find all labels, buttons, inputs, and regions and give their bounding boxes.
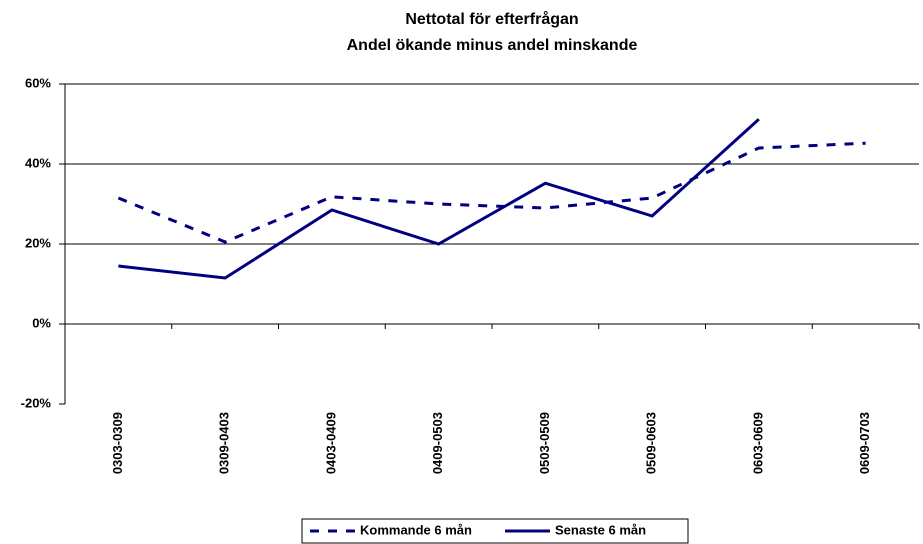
y-tick-label: 60% xyxy=(25,75,51,90)
legend-label: Kommande 6 mån xyxy=(360,522,472,537)
x-tick-label: 0303-0309 xyxy=(110,412,125,474)
x-tick-label: 0503-0509 xyxy=(537,412,552,474)
line-series xyxy=(117,141,866,244)
y-tick-label: -20% xyxy=(21,395,52,410)
x-tick-label: 0509-0603 xyxy=(644,412,659,474)
legend-label: Senaste 6 mån xyxy=(555,522,646,537)
x-tick-label: 0309-0403 xyxy=(217,412,232,474)
x-tick-label: 0609-0703 xyxy=(857,412,872,474)
x-tick-label: 0403-0409 xyxy=(323,412,338,474)
chart-title: Nettotal för efterfrågan xyxy=(405,10,578,28)
chart-subtitle: Andel ökande minus andel minskande xyxy=(347,37,638,54)
y-tick-label: 20% xyxy=(25,235,51,250)
line-series xyxy=(118,118,760,280)
y-tick-label: 40% xyxy=(25,155,51,170)
x-tick-label: 0603-0609 xyxy=(750,412,765,474)
x-tick-label: 0409-0503 xyxy=(430,412,445,474)
legend-box xyxy=(301,518,689,544)
y-tick-label: 0% xyxy=(32,315,51,330)
